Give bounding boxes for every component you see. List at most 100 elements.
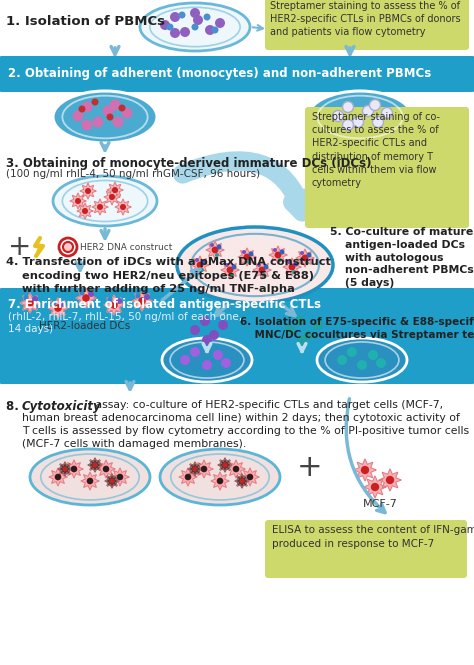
Circle shape <box>102 106 113 116</box>
Circle shape <box>117 474 123 480</box>
Circle shape <box>88 291 94 297</box>
Circle shape <box>82 208 88 214</box>
Text: T cells is assessed by flow cytometry according to the % of PI-positive tumor ce: T cells is assessed by flow cytometry ac… <box>22 426 469 436</box>
Polygon shape <box>20 293 40 313</box>
Circle shape <box>73 110 83 122</box>
Polygon shape <box>104 295 124 315</box>
Circle shape <box>91 98 99 106</box>
Circle shape <box>200 316 210 326</box>
Circle shape <box>190 325 200 335</box>
Circle shape <box>307 253 311 257</box>
Circle shape <box>259 267 265 273</box>
Circle shape <box>87 477 93 484</box>
FancyBboxPatch shape <box>265 520 467 578</box>
Circle shape <box>217 245 221 249</box>
Polygon shape <box>195 460 213 478</box>
Circle shape <box>257 263 261 267</box>
Text: (100 ng/ml rhIL-4, 50 ng/ml rhGM-CSF, 96 hours): (100 ng/ml rhIL-4, 50 ng/ml rhGM-CSF, 96… <box>6 169 260 179</box>
Circle shape <box>221 358 231 368</box>
Ellipse shape <box>140 3 250 51</box>
Polygon shape <box>105 474 119 488</box>
Polygon shape <box>235 474 249 488</box>
Circle shape <box>75 198 81 204</box>
Polygon shape <box>81 472 99 490</box>
Circle shape <box>82 102 92 112</box>
Circle shape <box>190 8 200 18</box>
Circle shape <box>274 251 282 259</box>
Circle shape <box>273 248 277 252</box>
Polygon shape <box>70 193 86 209</box>
Circle shape <box>185 474 191 480</box>
Circle shape <box>262 273 266 277</box>
Circle shape <box>107 114 113 120</box>
Text: ELISA to assess the content of IFN-gamma
produced in response to MCF-7: ELISA to assess the content of IFN-gamma… <box>272 525 474 549</box>
Circle shape <box>63 242 73 252</box>
Circle shape <box>109 478 115 483</box>
Circle shape <box>192 466 198 471</box>
Circle shape <box>361 465 369 474</box>
Polygon shape <box>80 183 96 199</box>
Circle shape <box>233 466 239 472</box>
Circle shape <box>112 187 118 193</box>
Text: Streptamer staining of co-
cultures to asses the % of
HER2-specific CTLs and
dis: Streptamer staining of co- cultures to a… <box>312 112 440 188</box>
Circle shape <box>242 250 246 254</box>
Circle shape <box>92 116 103 128</box>
Circle shape <box>280 249 284 255</box>
Polygon shape <box>206 241 224 259</box>
Circle shape <box>138 297 146 305</box>
Circle shape <box>231 265 237 269</box>
Polygon shape <box>76 288 96 308</box>
Circle shape <box>201 465 208 472</box>
Polygon shape <box>132 291 152 311</box>
Circle shape <box>209 330 219 340</box>
Circle shape <box>120 204 126 210</box>
Text: E75-specific CTLs: E75-specific CTLs <box>161 385 253 395</box>
Text: Streptamer staining to assess the % of
HER2-specific CTLs in PBMCs of donors
and: Streptamer staining to assess the % of H… <box>270 1 461 37</box>
Polygon shape <box>253 261 271 279</box>
Circle shape <box>205 25 215 35</box>
Circle shape <box>363 106 374 116</box>
Circle shape <box>26 299 34 307</box>
Circle shape <box>63 466 68 471</box>
Circle shape <box>304 330 314 340</box>
Text: MCF-7: MCF-7 <box>363 499 397 509</box>
Circle shape <box>180 355 190 365</box>
Circle shape <box>201 259 207 265</box>
Circle shape <box>248 251 254 257</box>
Text: (rhIL-2, rhIL-7, rhIL-15, 50 ng/ml of each one,: (rhIL-2, rhIL-7, rhIL-15, 50 ng/ml of ea… <box>8 312 242 322</box>
Polygon shape <box>221 261 239 279</box>
Text: +: + <box>297 452 323 481</box>
Circle shape <box>54 304 62 312</box>
Circle shape <box>215 253 219 257</box>
Circle shape <box>368 350 378 360</box>
Circle shape <box>353 116 364 128</box>
Polygon shape <box>115 199 131 215</box>
Circle shape <box>97 204 103 210</box>
Text: 5. Co-culture of mature
    antigen-loaded DCs
    with autologous
    non-adher: 5. Co-culture of mature antigen-loaded D… <box>330 227 474 288</box>
Circle shape <box>373 116 383 128</box>
Circle shape <box>112 116 124 128</box>
Polygon shape <box>269 246 287 264</box>
Circle shape <box>382 108 392 118</box>
Circle shape <box>247 474 253 480</box>
Circle shape <box>110 301 118 309</box>
Circle shape <box>305 261 309 265</box>
Text: 14 days): 14 days) <box>8 324 53 334</box>
Circle shape <box>285 325 295 335</box>
Text: (MCF-7 cells with damaged membranes).: (MCF-7 cells with damaged membranes). <box>22 439 246 449</box>
Text: E88-specific CTLs: E88-specific CTLs <box>316 385 408 395</box>
Ellipse shape <box>53 91 157 143</box>
Polygon shape <box>92 199 108 215</box>
Circle shape <box>337 355 347 365</box>
Circle shape <box>82 294 90 302</box>
Circle shape <box>293 261 299 267</box>
Circle shape <box>287 260 291 264</box>
Circle shape <box>357 360 367 370</box>
Polygon shape <box>364 476 386 498</box>
Circle shape <box>79 106 85 112</box>
Text: 8.: 8. <box>6 400 23 413</box>
Circle shape <box>160 20 170 30</box>
Polygon shape <box>238 248 256 266</box>
Circle shape <box>71 465 77 472</box>
Ellipse shape <box>317 338 407 382</box>
